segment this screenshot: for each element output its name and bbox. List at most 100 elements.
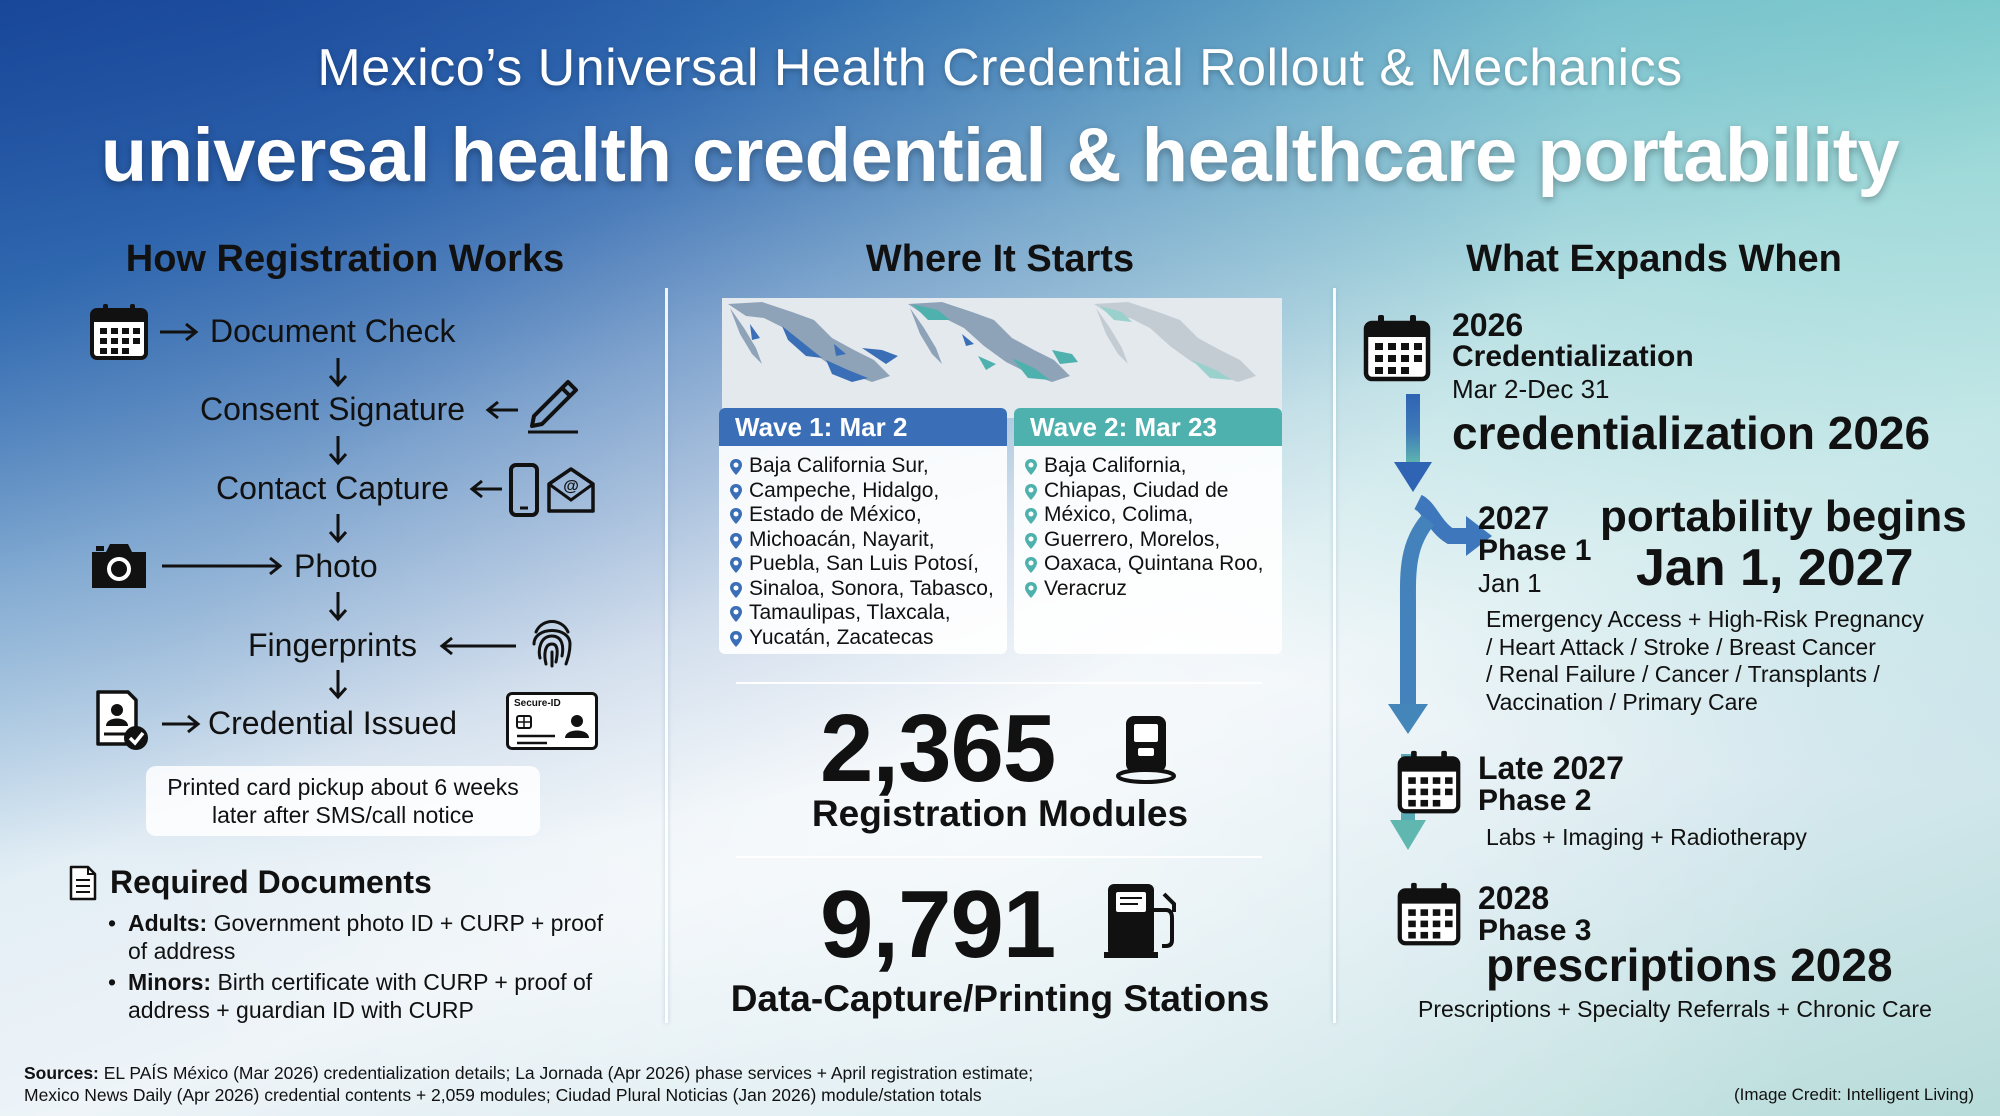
- wave-1-list: Baja California Sur, Campeche, Hidalgo, Es…: [719, 446, 1007, 650]
- kiosk-icon: [1116, 716, 1176, 784]
- arrow-down-icon: [328, 592, 348, 622]
- phase-2027-desc-line: / Renal Failure / Cancer / Transplants /: [1486, 661, 1880, 687]
- pickup-note: Printed card pickup about 6 weeks later …: [146, 766, 540, 836]
- state-name: México, Colima,: [1044, 503, 1194, 526]
- step-credential-issued: Credential Issued: [208, 705, 458, 741]
- map-pin-icon: [730, 508, 742, 524]
- state-name: Veracruz: [1044, 576, 1127, 600]
- phase-2026-dates: Mar 2-Dec 31: [1452, 374, 1610, 404]
- required-item-minors: • Minors: Birth certificate with CURP + …: [108, 969, 593, 1023]
- fingerprint-icon: [532, 620, 572, 668]
- calendar-icon: [1397, 882, 1461, 946]
- modules-count: 2,365: [820, 695, 1056, 802]
- sources-footer: Sources: EL PAÍS México (Mar 2026) crede…: [24, 1062, 1033, 1106]
- state-name: Estado de México,: [749, 503, 922, 526]
- phase-2027-name: Phase 1: [1478, 534, 1592, 567]
- state-list-item: Puebla, San Luis Potosí,: [729, 552, 1007, 577]
- phone-icon: [509, 463, 539, 517]
- phase-2027-date: Jan 1: [1478, 568, 1542, 598]
- wave-2-title: Wave 2: Mar 23: [1014, 408, 1282, 446]
- state-list-item: Baja California Sur,: [729, 454, 1007, 479]
- map-pin-icon: [1025, 557, 1037, 573]
- state-list-item: Campeche, Hidalgo,: [729, 479, 1007, 504]
- state-name: Yucatán, Zacatecas: [749, 625, 934, 649]
- arrow-down-icon: [328, 670, 348, 700]
- arrow-right-long-icon: [162, 556, 283, 576]
- state-list-item: Chiapas, Ciudad de: [1024, 479, 1282, 504]
- phase-2027-big-1: portability begins: [1600, 492, 1967, 541]
- wave-1-card: Wave 1: Mar 2 Baja California Sur, Campec…: [719, 408, 1007, 654]
- registration-title: How Registration Works: [125, 238, 565, 280]
- phase-2027-desc-line: / Heart Attack / Stroke / Breast Cancer: [1486, 633, 1876, 660]
- sources-label: Sources:: [24, 1063, 99, 1083]
- printer-station-icon: [1104, 884, 1176, 958]
- id-card-icon: Secure-ID: [506, 692, 598, 750]
- map-pin-icon: [730, 483, 742, 500]
- what-expands-title: What Expands When: [1466, 238, 1842, 280]
- page-title: universal health credential & healthcare…: [100, 113, 1900, 198]
- image-credit: (Image Credit: Intelligent Living): [1733, 1085, 1974, 1104]
- arrow-down-icon: [328, 436, 348, 466]
- step-contact-capture: Contact Capture: [216, 470, 450, 506]
- stations-count: 9,791: [820, 871, 1056, 978]
- state-list-item: Guerrero, Morelos,: [1024, 528, 1282, 553]
- calendar-icon: [1363, 315, 1431, 382]
- state-list-item: Tamaulipas, Tlaxcala,: [729, 601, 1007, 626]
- sources-line-2: Mexico News Daily (Apr 2026) credential …: [24, 1085, 982, 1105]
- column-divider-left: [665, 288, 668, 1023]
- phase-late-2027-desc: Labs + Imaging + Radiotherapy: [1486, 824, 1807, 850]
- state-name: Campeche, Hidalgo,: [749, 478, 940, 502]
- required-adults-label: Adults:: [128, 910, 208, 936]
- phase-2028-desc: Prescriptions + Specialty Referrals + Ch…: [1418, 996, 1932, 1022]
- wave-2-card: Wave 2: Mar 23 Baja California, Chiapas, …: [1014, 408, 1282, 654]
- state-list-item: Veracruz: [1024, 577, 1282, 602]
- page-header: Mexico’s Universal Health Credential Rol…: [0, 38, 2000, 199]
- phase-2027-desc-line: Emergency Access + High-Risk Pregnancy: [1486, 606, 1924, 632]
- map-pin-icon: [730, 557, 742, 573]
- state-list-item: México, Colima,: [1024, 503, 1282, 528]
- sources-line-1: EL PAÍS México (Mar 2026) credentializat…: [98, 1063, 1034, 1083]
- phase-2027-desc: Emergency Access + High-Risk Pregnancy /…: [1486, 606, 1924, 716]
- map-pin-icon: [1025, 532, 1037, 549]
- required-documents-title: Required Documents: [110, 864, 432, 900]
- step-fingerprints: Fingerprints: [248, 627, 417, 663]
- map-pin-icon: [730, 459, 742, 475]
- state-list-item: Yucatán, Zacatecas: [729, 626, 1007, 651]
- phase-2026-big: credentialization 2026: [1452, 407, 1931, 459]
- svg-text:@: @: [563, 478, 579, 495]
- id-card-details: [516, 715, 589, 745]
- map-pin-icon: [1025, 459, 1037, 475]
- state-name: Guerrero, Morelos,: [1044, 527, 1221, 551]
- wave-2-list: Baja California, Chiapas, Ciudad de México…: [1014, 446, 1282, 601]
- required-item-adults: • Adults: Government photo ID + CURP + p…: [108, 910, 604, 964]
- state-name: Baja California Sur,: [749, 454, 929, 477]
- state-list-item: Michoacán, Nayarit,: [729, 528, 1007, 553]
- camera-icon: [92, 544, 146, 588]
- phase-2028-name: Phase 3: [1478, 914, 1592, 947]
- phase-2028-year: 2028: [1478, 880, 1550, 916]
- where-it-starts-title: Where It Starts: [865, 238, 1135, 280]
- page-subtitle: Mexico’s Universal Health Credential Rol…: [317, 39, 1683, 97]
- map-pin-icon: [1025, 508, 1037, 524]
- phase-2028-big: prescriptions 2028: [1486, 939, 1893, 991]
- document-check-icon: [96, 690, 148, 750]
- arrow-left-icon: [485, 400, 518, 420]
- divider-line: [736, 682, 1262, 684]
- divider-line: [736, 856, 1262, 858]
- phase-2027-year: 2027: [1478, 500, 1550, 536]
- step-document-check: Document Check: [210, 313, 456, 349]
- column-divider-right: [1333, 288, 1336, 1023]
- map-pin-icon: [730, 532, 742, 549]
- arrow-right-icon: [162, 714, 201, 734]
- phase-late-2027-name: Phase 2: [1478, 784, 1592, 817]
- mexico-wave-maps: [722, 298, 1282, 418]
- arrow-right-icon: [160, 322, 199, 342]
- phase-2027-desc-line: Vaccination / Primary Care: [1486, 688, 1758, 715]
- map-pin-icon: [730, 606, 742, 622]
- calendar-icon: [1397, 750, 1461, 814]
- required-minors-text: Birth certificate with CURP + proof of a…: [128, 969, 593, 1023]
- state-name: Oaxaca, Quintana Roo,: [1044, 552, 1264, 575]
- wave-1-title: Wave 1: Mar 2: [719, 408, 1007, 446]
- phase-late-2027-year: Late 2027: [1478, 750, 1624, 786]
- calendar-icon: [90, 304, 148, 360]
